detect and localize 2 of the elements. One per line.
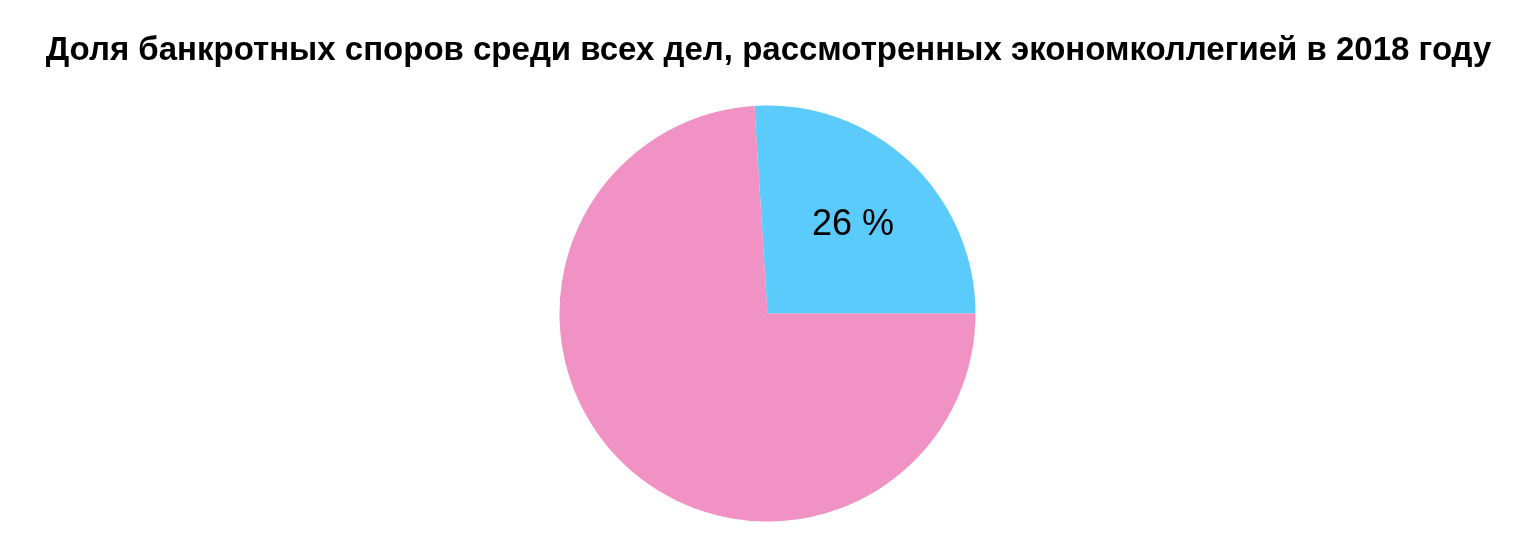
data-label: 26 % bbox=[811, 202, 894, 244]
chart-title: Доля банкротных споров среди всех дел, рассмотренных экономколлегией в 2018 году bbox=[45, 30, 1492, 67]
